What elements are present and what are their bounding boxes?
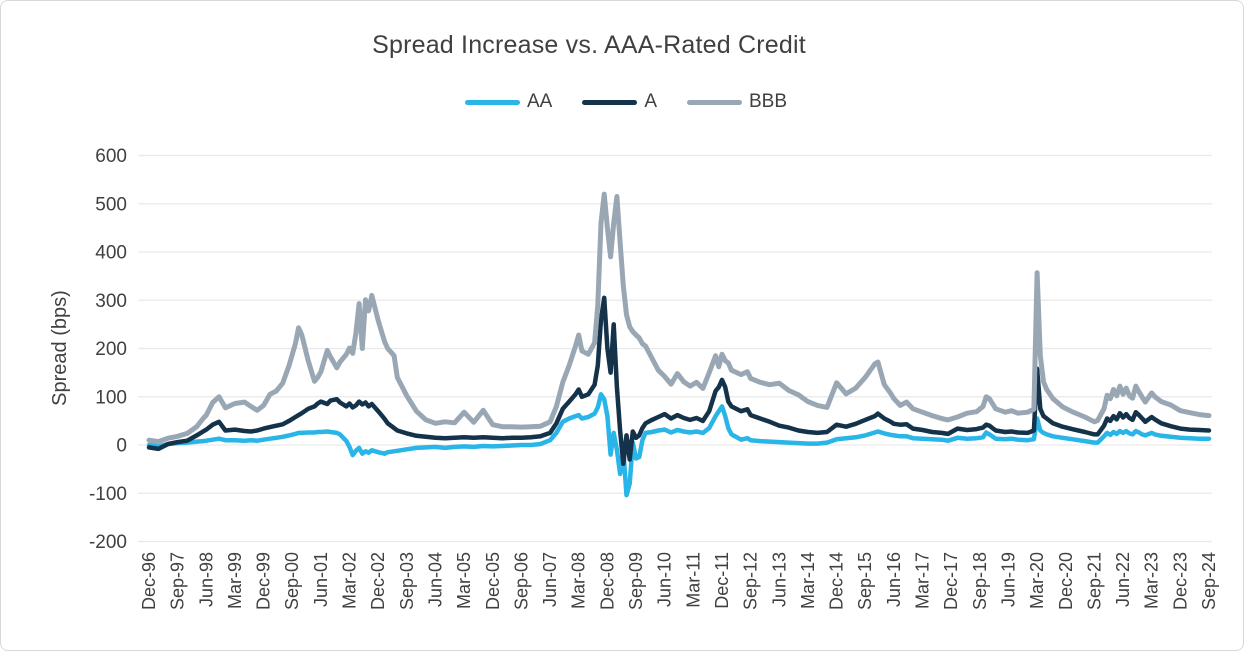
- x-tick-label: Jun-01: [311, 552, 331, 607]
- x-tick-label: Jun-19: [998, 552, 1018, 607]
- x-tick-label: Dec-14: [827, 552, 847, 610]
- x-tick-label: Mar-02: [340, 552, 360, 609]
- x-tick-label: Dec-05: [483, 552, 503, 610]
- legend-swatch-aa-icon: [464, 99, 520, 105]
- y-axis-title: Spread (bps): [49, 290, 71, 406]
- y-tick-label: -200: [89, 532, 127, 553]
- x-tick-label: Mar-05: [454, 552, 474, 609]
- x-tick-label: Sep-06: [511, 552, 531, 610]
- legend-label-bbb: BBB: [749, 91, 788, 112]
- x-tick-label: Dec-96: [139, 552, 159, 610]
- x-tick-label: Dec-23: [1170, 552, 1190, 610]
- x-tick-label: Mar-14: [798, 552, 818, 609]
- x-tick-label: Mar-08: [569, 552, 589, 609]
- x-tick-label: Jun-10: [655, 552, 675, 607]
- x-tick-label: Sep-24: [1199, 552, 1219, 610]
- y-tick-label: -100: [89, 484, 127, 505]
- y-tick-label: 600: [95, 146, 127, 167]
- x-tick-label: Mar-23: [1142, 552, 1162, 609]
- x-tick-label: Jun-16: [884, 552, 904, 607]
- y-tick-label: 200: [95, 339, 127, 360]
- x-tick-label: Mar-11: [683, 552, 703, 608]
- series-line-aa: [146, 392, 1212, 498]
- x-tick-label: Dec-02: [368, 552, 388, 610]
- x-tick-label: Sep-21: [1084, 552, 1104, 610]
- x-tick-label: Sep-15: [855, 552, 875, 610]
- legend-swatch-bbb-icon: [687, 99, 742, 105]
- legend-label-aa: AA: [526, 91, 553, 112]
- legend-swatch-a-icon: [582, 99, 638, 105]
- legend-item-a: A: [582, 91, 657, 113]
- x-tick-label: Mar-17: [913, 552, 933, 609]
- x-tick-label: Jun-07: [540, 552, 560, 607]
- x-tick-label: Jun-22: [1113, 552, 1133, 607]
- y-tick-label: 0: [116, 436, 127, 457]
- chart-legend: AA A BBB: [1, 91, 1243, 113]
- x-tick-label: Sep-12: [741, 552, 761, 610]
- y-tick-label: 500: [95, 194, 127, 215]
- x-tick-label: Mar-20: [1027, 552, 1047, 609]
- x-tick-label: Sep-18: [970, 552, 990, 610]
- y-tick-label: 100: [95, 387, 127, 408]
- x-tick-label: Jun-04: [425, 552, 445, 607]
- x-tick-label: Dec-20: [1056, 552, 1076, 610]
- y-tick-label: 400: [95, 243, 127, 264]
- x-tick-label: Sep-09: [626, 552, 646, 610]
- x-tick-label: Dec-99: [254, 552, 274, 610]
- x-tick-label: Jun-13: [769, 552, 789, 607]
- x-tick-label: Dec-11: [712, 552, 732, 609]
- x-tick-label: Dec-08: [597, 552, 617, 610]
- x-tick-label: Sep-00: [282, 552, 302, 610]
- series-line-bbb: [146, 191, 1212, 445]
- legend-label-a: A: [644, 91, 657, 112]
- chart-title: Spread Increase vs. AAA-Rated Credit: [372, 31, 806, 59]
- legend-item-bbb: BBB: [687, 91, 787, 113]
- x-tick-label: Dec-17: [941, 552, 961, 610]
- x-tick-label: Sep-97: [168, 552, 188, 610]
- x-tick-label: Jun-98: [196, 552, 216, 607]
- y-tick-label: 300: [95, 291, 127, 312]
- series-line-a: [146, 295, 1212, 467]
- x-tick-label: Sep-03: [397, 552, 417, 610]
- x-tick-label: Mar-99: [225, 552, 245, 609]
- legend-item-aa: AA: [464, 91, 553, 113]
